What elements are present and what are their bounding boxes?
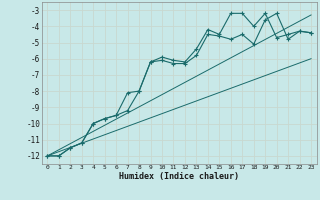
X-axis label: Humidex (Indice chaleur): Humidex (Indice chaleur): [119, 172, 239, 181]
